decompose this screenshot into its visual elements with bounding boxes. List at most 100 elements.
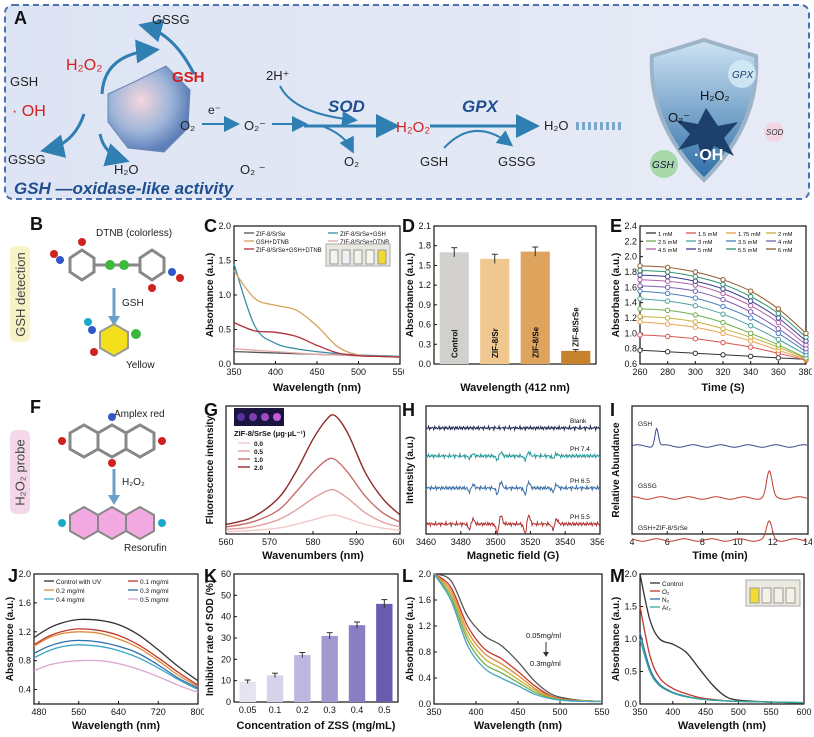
data-point: [664, 349, 671, 355]
annotation-arrow-head: [543, 652, 549, 657]
epr-trace: [425, 479, 601, 497]
legend-label: 0.1 mg/ml: [140, 579, 169, 586]
legend-label: O₂: [662, 589, 670, 596]
legend-label: 5.5 mM: [738, 248, 757, 254]
data-point: [637, 306, 643, 312]
gsh-detection-text: GSH detection: [12, 251, 28, 337]
chromatogram-trace: [631, 427, 808, 448]
y-tick-label: 1.0: [624, 634, 637, 644]
h2o-arrow: [98, 133, 130, 167]
caption: GSH —oxidase-like activity: [14, 179, 235, 198]
data-point: [664, 290, 671, 297]
x-tick-label: 500: [552, 707, 567, 717]
x-tick-label: 350: [226, 367, 241, 377]
yellow-label: Yellow: [126, 360, 155, 370]
bar: [520, 251, 550, 364]
bar-label: ZIF-8/Se: [531, 326, 540, 358]
panel-m-label: M: [610, 566, 625, 586]
chart-k: 0 10 20 30 40 50 60 Concentration of ZSS (mg/mL…: [204, 566, 404, 732]
data-point: [664, 284, 671, 291]
y-axis-label: Absorbance (a.u.): [611, 253, 622, 337]
x-tick-label: 300: [688, 367, 703, 377]
resorufin-molecule-image: [58, 505, 166, 541]
dashed-arrow: [576, 122, 621, 130]
series-line: [33, 618, 199, 682]
series-line: [433, 573, 603, 703]
epr-trace: [425, 450, 601, 462]
data-point: [637, 267, 643, 274]
series-line: [233, 263, 401, 358]
sod-bubble: [764, 122, 784, 142]
series-line: [33, 659, 199, 694]
series-line: [33, 631, 199, 688]
data-point: [692, 319, 699, 325]
trace-label: GSH: [638, 421, 652, 428]
chart-i: 4 6 8 10 12 14 Time (min) Relative Abundance GSH…: [610, 400, 813, 562]
x-tick-label: 720: [151, 707, 166, 717]
data-point: [664, 315, 671, 321]
y-tick-label: 0.8: [624, 344, 637, 354]
x-tick-label: 260: [632, 367, 647, 377]
y-tick-label: 1.2: [418, 280, 431, 290]
o2-low-arrow: [321, 125, 354, 154]
arrow-head-icon-f: [108, 495, 120, 505]
data-point: [664, 269, 671, 275]
x-tick-label: 0.5: [378, 705, 391, 715]
y-tick-label: 1.5: [218, 256, 231, 266]
panel-g-label: G: [204, 400, 219, 420]
data-point: [720, 286, 726, 292]
chart-d: 0.0 0.3 0.6 0.9 1.2 1.5 1.8 2.1 Wavelength (412 …: [404, 218, 604, 394]
shield-oh: ·OH: [694, 147, 723, 164]
panel-e-label: E: [610, 216, 623, 236]
panel-k-label: K: [204, 566, 217, 586]
plot-frame: [233, 573, 399, 703]
legend-label: 0.5: [254, 449, 263, 456]
series-line: [233, 270, 401, 358]
data-point: [720, 276, 726, 283]
chart-k-svg: 0 10 20 30 40 50 60 Concentration of ZSS (mg/mL…: [205, 569, 399, 732]
y-tick-label: 0.5: [218, 325, 231, 335]
bar: [439, 252, 469, 364]
x-tick-label: 560: [218, 537, 233, 547]
y-tick-label: 1.5: [418, 260, 431, 270]
data-point: [692, 278, 699, 284]
x-tick-label: 550: [764, 707, 779, 717]
x-tick-label: 320: [715, 367, 730, 377]
panel-c-label: C: [204, 216, 217, 236]
series-line: [233, 321, 401, 358]
legend-label: 0.5 mg/ml: [140, 597, 169, 604]
panel-a: A GSSG H₂O₂ GSH GSH · OH GSSG H₂O e⁻ O₂ …: [4, 4, 810, 200]
x-axis-label: Wavelength (nm): [72, 720, 161, 732]
legend-label: 2.5 mM: [658, 240, 677, 246]
fluorescence-well: [249, 413, 257, 421]
x-axis-label: Time (min): [692, 550, 748, 562]
y-tick-label: 1.0: [624, 328, 637, 338]
series-line: [33, 628, 199, 686]
data-point: [747, 330, 754, 337]
chart-j-svg: 480 560 640 720 800 0.4 0.8 1.2 1.6 2.0 Wavelength…: [5, 569, 206, 732]
x-tick-label: 12: [768, 537, 778, 547]
x-tick-label: 380: [798, 367, 812, 377]
x-tick-label: 450: [309, 367, 324, 377]
y-tick-label: 0.8: [18, 656, 31, 666]
gssg-arrow-2: [443, 130, 514, 149]
y-tick-label: 2.0: [624, 569, 637, 579]
shield-sod: SOD: [766, 128, 784, 137]
epr-trace: [425, 423, 601, 433]
x-tick-label: 280: [660, 367, 675, 377]
h-arrow: [279, 85, 358, 127]
dtnb-molecule-image: [50, 238, 184, 292]
data-point: [637, 283, 643, 289]
gsh-bubble: [650, 150, 678, 178]
y-tick-label: 1.8: [624, 267, 637, 277]
bar: [239, 681, 256, 702]
x-tick-label: 3520: [520, 537, 540, 547]
data-point: [664, 264, 671, 271]
chart-c: 350 400 450 500 550 0.0 0.5 1.0 1.5 2.0 Wavelength…: [204, 218, 408, 394]
y-tick-label: 1.6: [18, 598, 31, 608]
annotation-bottom: 0.3mg/ml: [530, 659, 561, 668]
vial-image: [365, 249, 375, 265]
two-h: 2H⁺: [266, 68, 289, 83]
y-axis-label: Intensity (a.u.): [405, 436, 416, 504]
y-tick-label: 2.4: [624, 221, 637, 231]
